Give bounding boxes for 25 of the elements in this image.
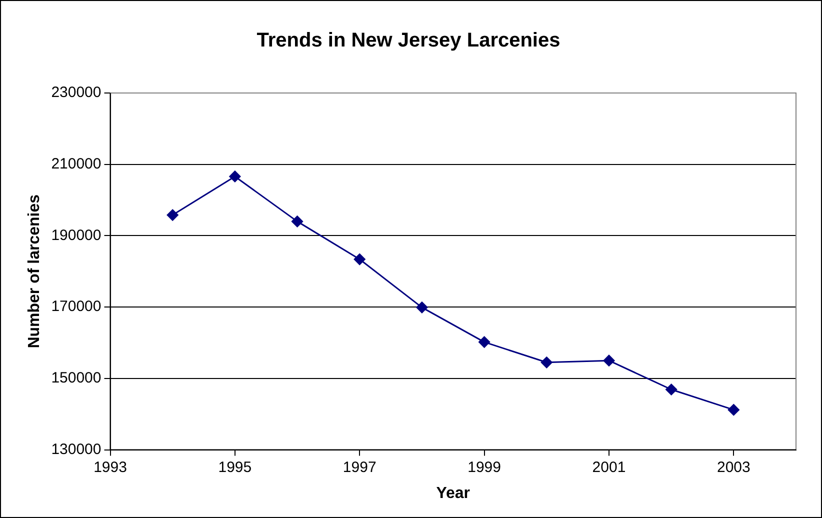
x-axis-title: Year (436, 484, 470, 502)
point (603, 354, 615, 366)
x-tick-label: 1995 (218, 458, 252, 476)
point (416, 302, 428, 314)
y-tick-label: 210000 (51, 156, 102, 172)
point (354, 254, 366, 266)
x-tick-label: 2003 (716, 458, 750, 476)
y-tick-label: 150000 (51, 370, 102, 387)
x-tick-label: 1993 (94, 458, 127, 476)
y-axis-title: Number of larcenies (26, 194, 44, 348)
point (292, 216, 304, 228)
point (229, 170, 241, 182)
point (540, 356, 552, 368)
y-tick-label: 130000 (51, 440, 102, 458)
point (166, 209, 178, 221)
x-tick-label: 1997 (342, 458, 376, 476)
y-tick-label: 170000 (51, 298, 102, 316)
point (666, 384, 678, 396)
chart-title: Trends in New Jersey Larcenies (256, 30, 560, 52)
x-tick-label: 2001 (592, 458, 626, 476)
point (728, 404, 740, 416)
point (478, 336, 490, 348)
y-tick-label: 190000 (51, 226, 102, 244)
x-tick-label: 1999 (468, 458, 501, 476)
y-tick-label: 230000 (51, 84, 102, 102)
